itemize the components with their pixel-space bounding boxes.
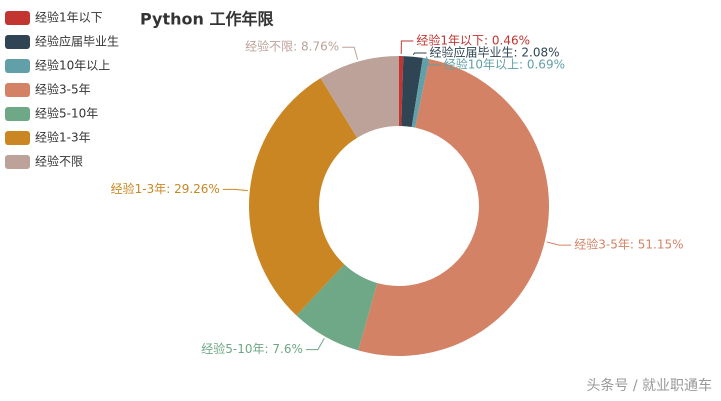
donut-slice[interactable] bbox=[320, 56, 399, 138]
legend-label[interactable]: 经验1-3年 bbox=[35, 130, 91, 145]
donut-slice[interactable] bbox=[399, 56, 404, 127]
legend-label[interactable]: 经验5-10年 bbox=[35, 106, 98, 121]
legend-swatch[interactable] bbox=[5, 11, 30, 25]
leader-line bbox=[305, 338, 325, 351]
donut-slice[interactable] bbox=[411, 57, 430, 128]
legend-swatch[interactable] bbox=[5, 131, 30, 145]
leader-line bbox=[412, 52, 427, 55]
watermark: 头条号 / 就业职通车 bbox=[586, 377, 712, 394]
data-label: 经验1-3年: 29.26% bbox=[111, 181, 220, 196]
leader-line bbox=[222, 188, 248, 192]
data-label: 经验不限: 8.76% bbox=[245, 39, 339, 54]
legend-label[interactable]: 经验10年以上 bbox=[35, 58, 110, 73]
legend-swatch[interactable] bbox=[5, 107, 30, 121]
leader-line bbox=[342, 46, 359, 60]
data-label: 经验1年以下: 0.46% bbox=[416, 33, 530, 48]
legend-label[interactable]: 经验应届毕业生 bbox=[35, 34, 119, 49]
donut-slice[interactable] bbox=[401, 56, 423, 128]
chart-title: Python 工作年限 bbox=[140, 10, 274, 29]
legend-swatch[interactable] bbox=[5, 83, 30, 97]
legend-swatch[interactable] bbox=[5, 35, 30, 49]
donut-slice[interactable] bbox=[296, 264, 378, 351]
legend-label[interactable]: 经验不限 bbox=[35, 154, 83, 169]
leader-line bbox=[546, 241, 572, 246]
donut-slice[interactable] bbox=[358, 59, 549, 356]
legend-swatch[interactable] bbox=[5, 59, 30, 73]
leader-line bbox=[425, 56, 441, 66]
leader-line bbox=[400, 40, 414, 55]
data-label: 经验10年以上: 0.69% bbox=[444, 57, 565, 72]
data-label: 经验5-10年: 7.6% bbox=[201, 341, 303, 356]
legend-swatch[interactable] bbox=[5, 155, 30, 169]
data-label: 经验应届毕业生: 2.08% bbox=[430, 45, 560, 60]
data-label: 经验3-5年: 51.15% bbox=[574, 237, 683, 252]
legend-label[interactable]: 经验1年以下 bbox=[35, 10, 103, 25]
donut-slice[interactable] bbox=[248, 78, 358, 316]
legend-label[interactable]: 经验3-5年 bbox=[35, 82, 91, 97]
